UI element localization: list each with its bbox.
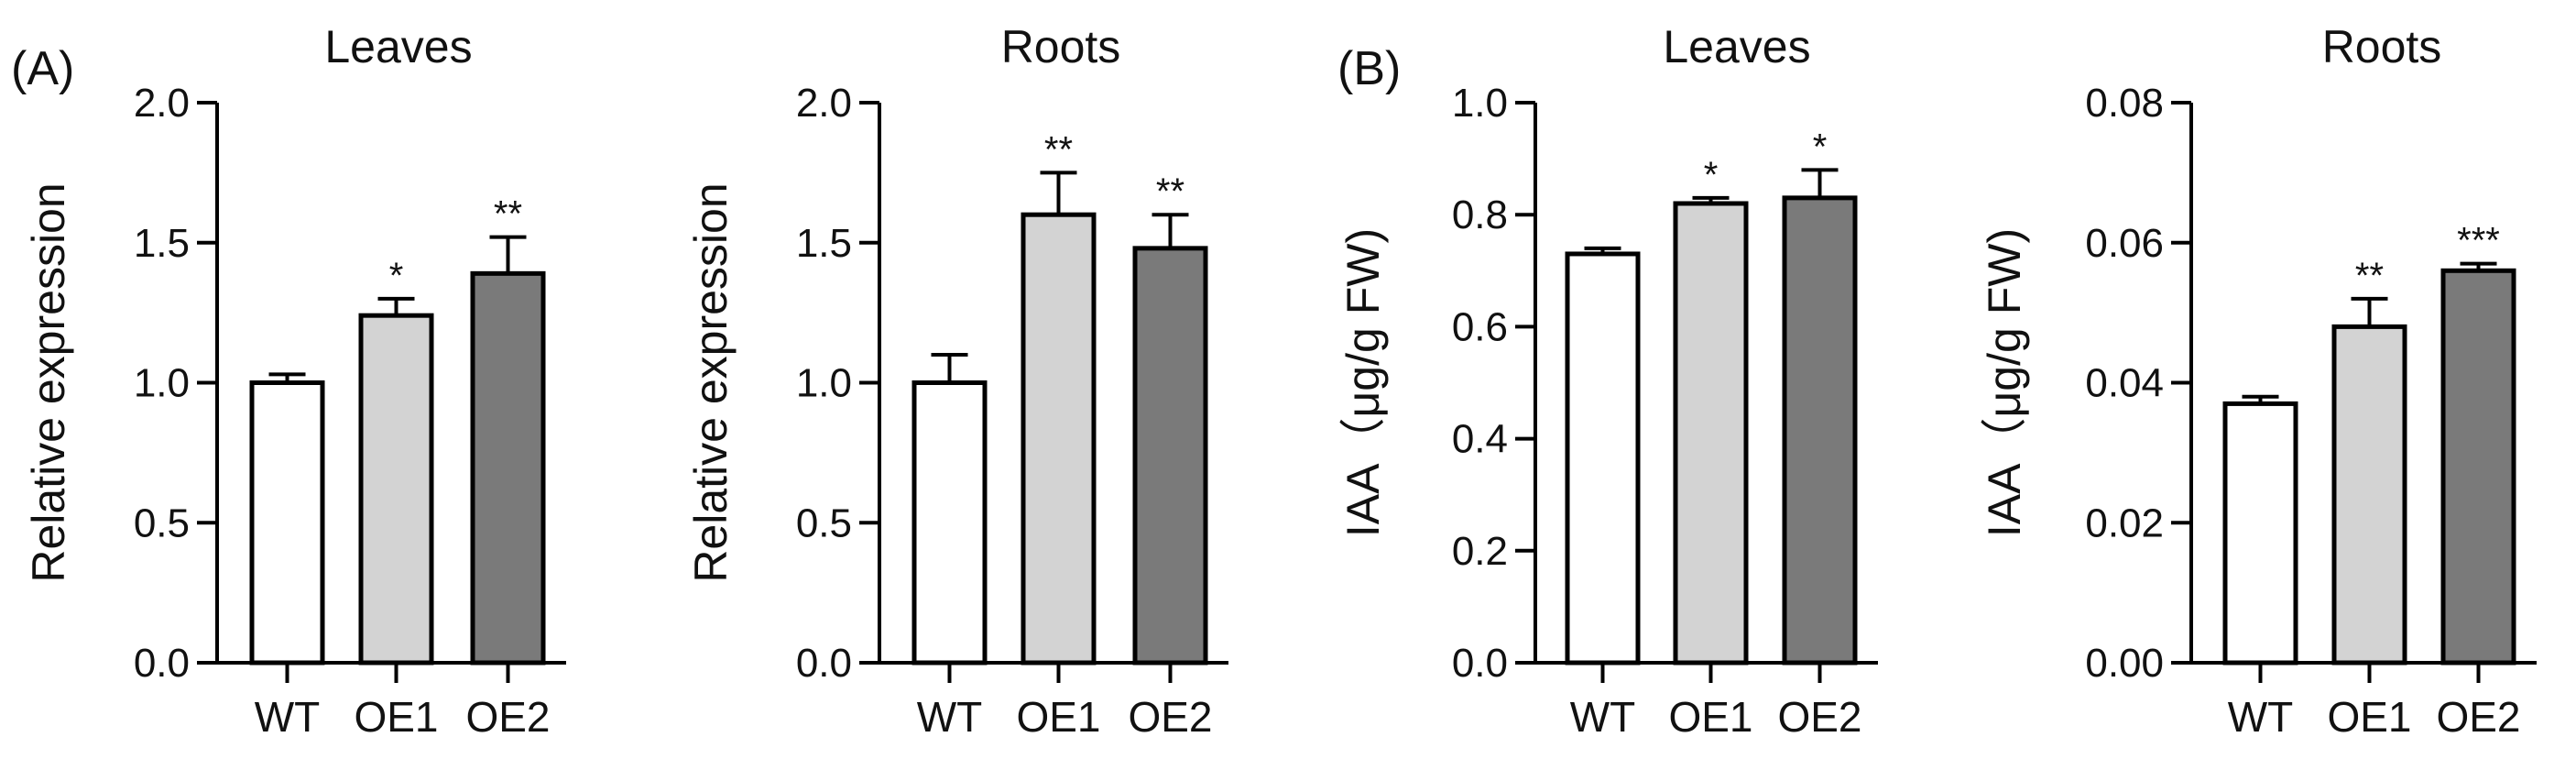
y-axis-label: IAA（μg/g FW)	[1337, 228, 1389, 537]
bar-wt	[2222, 401, 2298, 666]
bar-oe2	[470, 270, 546, 666]
y-tick-label: 0.2	[1452, 529, 1508, 574]
category-label-wt: WT	[2228, 693, 2294, 741]
y-tick-label: 0.8	[1452, 192, 1508, 237]
chart-panel-a-leaves: (A) Leaves Relative expression 0.0 0.5 1.0 1.5…	[11, 21, 566, 741]
bar-oe2	[2440, 268, 2516, 666]
bar-oe1	[1021, 212, 1097, 666]
y-tick-label: 1.0	[1452, 81, 1508, 126]
bar-oe1	[358, 313, 434, 666]
chart-title: Leaves	[1663, 21, 1810, 72]
y-axis-label: IAA（μg/g FW)	[1979, 228, 2030, 537]
y-tick-label: 1.0	[134, 361, 190, 406]
category-label-oe1: OE1	[2327, 693, 2411, 741]
chart-panel-b-leaves: (B) Leaves IAA（μg/g FW) 0.0 0.2 0.4 0.6 0.8 1.0 W…	[1337, 21, 1878, 741]
significance-label-oe2: ***	[2457, 221, 2500, 261]
significance-label-oe2: **	[1156, 171, 1184, 212]
panel-letter: (A)	[11, 42, 74, 95]
y-tick-label: 0.0	[796, 641, 852, 686]
category-label-oe1: OE1	[354, 693, 438, 741]
panel-letter: (B)	[1337, 42, 1401, 95]
y-tick-label: 0.00	[2085, 641, 2164, 686]
significance-label-oe1: *	[1704, 155, 1719, 195]
category-label-wt: WT	[917, 693, 983, 741]
y-axis-label: Relative expression	[23, 182, 74, 582]
y-tick-label: 0.5	[134, 500, 190, 545]
bar-wt	[249, 380, 325, 666]
category-label-oe1: OE1	[1016, 693, 1100, 741]
category-label-oe2: OE2	[465, 693, 550, 741]
category-label-oe2: OE2	[1777, 693, 1861, 741]
y-tick-label: 1.5	[134, 221, 190, 266]
significance-label-oe2: *	[1813, 126, 1828, 167]
category-label-oe2: OE2	[2436, 693, 2520, 741]
y-tick-label: 0.06	[2085, 221, 2164, 266]
significance-label-oe1: *	[389, 256, 404, 296]
significance-label-oe2: **	[494, 194, 522, 235]
bar-oe1	[2331, 324, 2407, 666]
y-tick-label: 0.04	[2085, 361, 2164, 406]
category-label-oe2: OE2	[1128, 693, 1212, 741]
y-tick-label: 0.02	[2085, 500, 2164, 545]
category-label-wt: WT	[1570, 693, 1636, 741]
chart-title: Roots	[2322, 21, 2442, 72]
significance-label-oe1: **	[2355, 256, 2384, 296]
y-tick-label: 0.4	[1452, 417, 1508, 462]
y-tick-label: 1.5	[796, 221, 852, 266]
bar-oe2	[1132, 246, 1208, 666]
y-tick-label: 0.0	[134, 641, 190, 686]
bar-oe2	[1782, 195, 1858, 666]
y-tick-label: 0.0	[1452, 641, 1508, 686]
y-tick-label: 1.0	[796, 361, 852, 406]
y-tick-label: 2.0	[796, 81, 852, 126]
significance-label-oe1: **	[1044, 129, 1073, 170]
bar-wt	[1565, 251, 1641, 666]
bar-wt	[911, 380, 988, 666]
category-label-wt: WT	[255, 693, 321, 741]
chart-title: Roots	[1001, 21, 1121, 72]
chart-title: Leaves	[324, 21, 472, 72]
chart-panel-a-roots: Roots Relative expression 0.0 0.5 1.0 1.5 2.0 W…	[685, 21, 1228, 741]
category-label-oe1: OE1	[1668, 693, 1752, 741]
y-tick-label: 0.08	[2085, 81, 2164, 126]
y-tick-label: 2.0	[134, 81, 190, 126]
chart-panel-b-roots: Roots IAA（μg/g FW) 0.00 0.02 0.04 0.06 0.08 WT O…	[1979, 21, 2537, 741]
bar-oe1	[1673, 201, 1749, 666]
y-axis-label: Relative expression	[685, 182, 737, 582]
y-tick-label: 0.6	[1452, 304, 1508, 349]
y-tick-label: 0.5	[796, 500, 852, 545]
